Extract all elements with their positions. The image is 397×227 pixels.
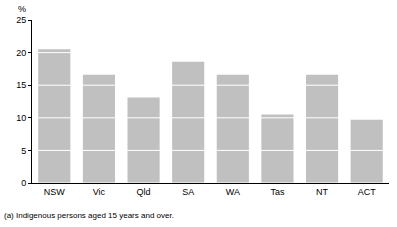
svg-text:ACT: ACT — [358, 187, 377, 197]
svg-text:5: 5 — [21, 146, 26, 156]
svg-text:NT: NT — [316, 187, 328, 197]
svg-text:20: 20 — [16, 48, 26, 58]
svg-text:0: 0 — [21, 178, 26, 188]
svg-text:15: 15 — [16, 80, 26, 90]
svg-text:Qld: Qld — [137, 187, 151, 197]
svg-text:%: % — [18, 4, 26, 14]
svg-text:NSW: NSW — [44, 187, 66, 197]
svg-text:WA: WA — [226, 187, 240, 197]
svg-text:25: 25 — [16, 15, 26, 25]
svg-text:Tas: Tas — [270, 187, 285, 197]
svg-text:(a) Indigenous persons aged 15: (a) Indigenous persons aged 15 years and… — [4, 211, 174, 220]
svg-text:Vic: Vic — [93, 187, 106, 197]
svg-text:SA: SA — [182, 187, 194, 197]
svg-text:10: 10 — [16, 113, 26, 123]
